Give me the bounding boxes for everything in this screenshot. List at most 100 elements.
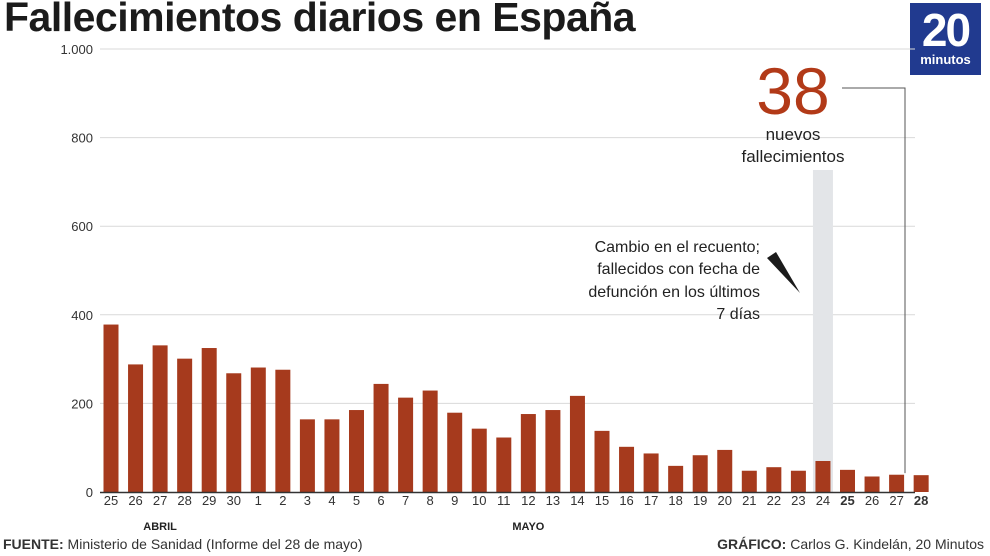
bar <box>619 446 635 492</box>
x-tick-label: 6 <box>377 493 384 508</box>
grid-lines <box>100 48 915 404</box>
bar <box>668 465 684 492</box>
x-tick-label: 19 <box>693 493 707 508</box>
bar <box>864 476 880 492</box>
brand-logo: 20 minutos <box>910 3 981 75</box>
x-tick-label: 4 <box>328 493 335 508</box>
x-tick-label: 8 <box>427 493 434 508</box>
x-tick-label: 14 <box>570 493 584 508</box>
x-tick-label: 18 <box>668 493 682 508</box>
annotation-line: defunción en los últimos <box>588 284 760 301</box>
bar <box>250 367 266 492</box>
x-tick-label: 27 <box>889 493 903 508</box>
x-tick-label: 17 <box>644 493 658 508</box>
x-tick-label: 26 <box>865 493 879 508</box>
bar <box>717 449 733 492</box>
bar <box>569 395 585 492</box>
x-tick-label: 22 <box>767 493 781 508</box>
bar <box>840 469 855 492</box>
source-label: FUENTE: <box>3 536 64 552</box>
annotation-line: Cambio en el recuento; <box>595 239 760 256</box>
callout-value: 38 <box>756 54 829 128</box>
x-tick-label: 12 <box>521 493 535 508</box>
x-tick-label: 25 <box>104 493 118 508</box>
bar <box>447 412 463 492</box>
bar <box>741 470 757 492</box>
month-label: ABRIL <box>143 521 177 533</box>
x-tick-label: 13 <box>546 493 560 508</box>
bar <box>692 455 708 492</box>
credit-text: Carlos G. Kindelán, 20 Minutos <box>786 536 984 552</box>
callout-leader-line <box>842 87 906 474</box>
bar <box>201 348 217 492</box>
x-tick-label: 7 <box>402 493 409 508</box>
bar <box>790 470 806 492</box>
x-tick-label: 29 <box>202 493 216 508</box>
x-tick-label: 10 <box>472 493 486 508</box>
recount-highlight-band <box>812 170 833 492</box>
axes <box>100 87 915 494</box>
x-tick-label: 25 <box>840 493 854 508</box>
bar <box>496 437 512 492</box>
x-tick-label: 20 <box>718 493 732 508</box>
bar <box>275 369 291 492</box>
y-tick-label: 0 <box>86 485 93 500</box>
bar <box>398 397 414 492</box>
y-tick-label: 600 <box>71 219 93 234</box>
highlight-band <box>812 170 833 492</box>
x-tick-label: 28 <box>177 493 191 508</box>
source-text: Ministerio de Sanidad (Informe del 28 de… <box>63 536 363 552</box>
bar <box>177 358 193 492</box>
bar <box>520 414 536 492</box>
x-tick-label: 26 <box>128 493 142 508</box>
x-tick-label: 15 <box>595 493 609 508</box>
x-tick-label: 3 <box>304 493 311 508</box>
logo-number: 20 <box>921 4 971 56</box>
x-tick-label: 1 <box>255 493 262 508</box>
bar <box>889 474 905 492</box>
y-tick-label: 800 <box>71 131 93 146</box>
x-tick-label: 24 <box>816 493 830 508</box>
annotation-line: fallecidos con fecha de <box>597 261 760 278</box>
bar <box>152 345 168 492</box>
bar <box>471 428 487 492</box>
bar <box>422 390 438 492</box>
x-tick-label: 30 <box>227 493 241 508</box>
y-tick-label: 200 <box>71 396 93 411</box>
x-tick-label: 9 <box>451 493 458 508</box>
x-tick-label: 23 <box>791 493 805 508</box>
bars <box>103 324 929 492</box>
y-tick-label: 400 <box>71 308 93 323</box>
x-tick-label: 16 <box>619 493 633 508</box>
month-label: MAYO <box>512 521 544 533</box>
bar <box>128 364 144 492</box>
bar <box>373 383 389 492</box>
chart-title: Fallecimientos diarios en España <box>4 0 636 40</box>
logo-word: minutos <box>920 52 971 67</box>
bar <box>594 430 610 492</box>
bar <box>349 410 364 492</box>
x-tick-label: 28 <box>914 493 928 508</box>
bar <box>545 410 561 492</box>
bar <box>815 460 831 492</box>
callout-label-line1: nuevos <box>766 125 821 144</box>
callout-label-line2: fallecimientos <box>742 147 845 166</box>
x-tick-label: 5 <box>353 493 360 508</box>
y-tick-label: 1.000 <box>60 42 93 57</box>
credit-footer: GRÁFICO: Carlos G. Kindelán, 20 Minutos <box>717 536 984 552</box>
bar <box>226 373 242 492</box>
bar <box>643 453 659 492</box>
source-footer: FUENTE: Ministerio de Sanidad (Informe d… <box>3 536 363 552</box>
bar <box>324 419 340 492</box>
x-tick-label: 21 <box>742 493 756 508</box>
x-tick-label: 11 <box>497 493 511 508</box>
annotation-pointer <box>767 252 800 293</box>
bar <box>299 419 315 492</box>
bar <box>913 475 929 492</box>
bar <box>103 324 119 492</box>
x-tick-label: 2 <box>279 493 286 508</box>
annotation-line: 7 días <box>716 306 760 323</box>
